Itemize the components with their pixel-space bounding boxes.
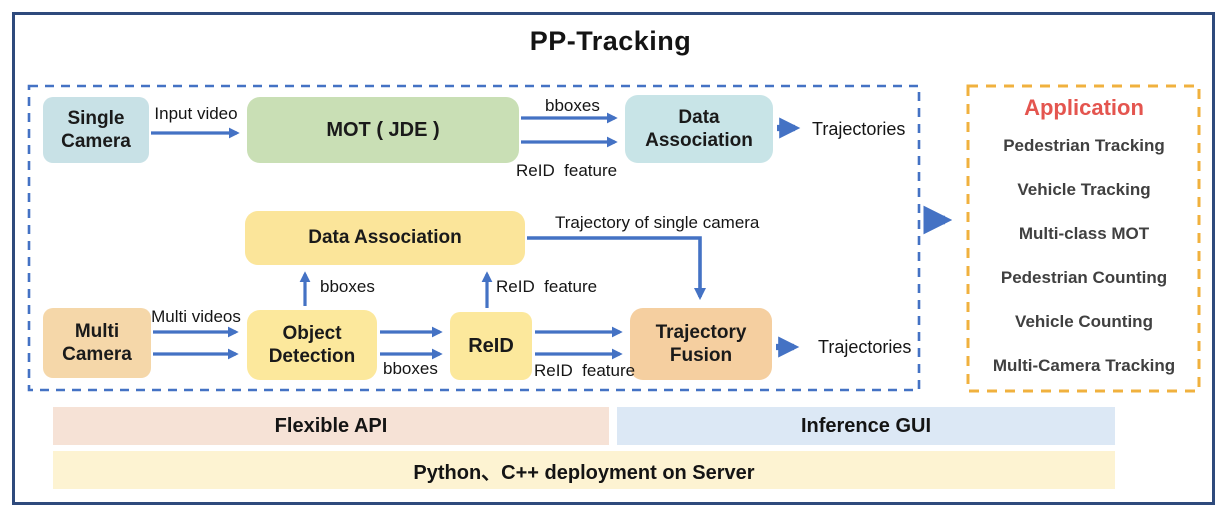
node-data-association-multi: Data Association bbox=[245, 211, 525, 265]
node-data-association-single: Data Association bbox=[625, 95, 773, 163]
node-single-camera: Single Camera bbox=[43, 97, 149, 163]
edge-label-reid-feature-up: ReID feature bbox=[496, 277, 598, 296]
application-item-pedestrian-counting: Pedestrian Counting bbox=[1000, 268, 1168, 287]
edge-label-multi-videos: Multi videos bbox=[151, 307, 241, 326]
application-title: Application bbox=[1024, 95, 1144, 120]
edge-label-reid-feature-bottom: ReID feature bbox=[534, 361, 636, 380]
node-object-detection: Object Detection bbox=[247, 310, 377, 380]
edge-label-trajectories-bottom: Trajectories bbox=[818, 337, 912, 357]
node-multi-camera: Multi Camera bbox=[43, 308, 151, 378]
edge-label-bboxes-top: bboxes bbox=[545, 96, 600, 115]
inference-gui-bar: Inference GUI bbox=[617, 407, 1115, 445]
application-item-pedestrian-tracking: Pedestrian Tracking bbox=[1003, 136, 1165, 155]
node-trajectory-fusion: Trajectory Fusion bbox=[630, 308, 772, 380]
edge-label-bboxes-bottom: bboxes bbox=[383, 359, 438, 378]
application-item-multi-camera-tracking: Multi-Camera Tracking bbox=[992, 356, 1176, 375]
page-title: PP-Tracking bbox=[529, 26, 692, 56]
edge-label-bboxes-up: bboxes bbox=[320, 277, 375, 296]
application-item-vehicle-tracking: Vehicle Tracking bbox=[1017, 180, 1151, 199]
edge-label-reid-feature-top: ReID feature bbox=[516, 161, 618, 180]
application-item-vehicle-counting: Vehicle Counting bbox=[1015, 312, 1153, 331]
edge-label-trajectory-single-camera: Trajectory of single camera bbox=[555, 213, 760, 232]
edge-label-input-video: Input video bbox=[154, 104, 238, 123]
node-reid: ReID bbox=[450, 312, 532, 380]
deployment-bar: Python、C++ deployment on Server bbox=[53, 451, 1115, 489]
flexible-api-bar: Flexible API bbox=[53, 407, 609, 445]
node-mot-jde: MOT ( JDE ) bbox=[247, 97, 519, 163]
edge-label-trajectories-top: Trajectories bbox=[812, 119, 906, 139]
application-item-multi-class-mot: Multi-class MOT bbox=[1018, 224, 1150, 243]
application-panel: Application Pedestrian Tracking Vehicle … bbox=[968, 85, 1200, 392]
